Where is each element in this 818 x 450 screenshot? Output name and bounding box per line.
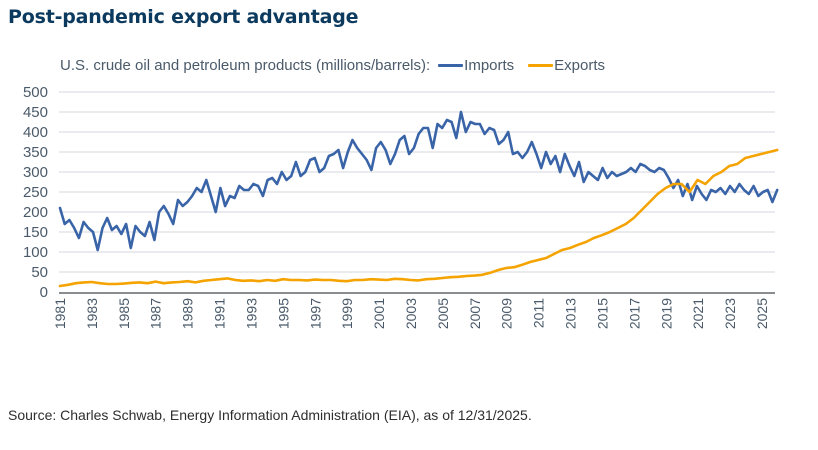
x-tick-label: 2001 (371, 298, 387, 329)
y-tick-label: 450 (23, 104, 48, 121)
x-tick-label: 2017 (626, 298, 642, 329)
series-line-exports (58, 148, 779, 288)
y-tick-label: 200 (23, 204, 48, 221)
series-lines (58, 110, 779, 288)
legend-label-exports: Exports (554, 56, 606, 74)
y-tick-label: 150 (23, 224, 48, 241)
y-tick-label: 100 (23, 244, 48, 261)
legend-swatch-imports (438, 63, 464, 67)
y-tick-label: 250 (23, 184, 48, 201)
legend-label-imports: Imports (464, 56, 515, 74)
chart-title: Post-pandemic export advantage (8, 6, 359, 28)
x-tick-label: 1989 (180, 298, 196, 329)
gridlines (59, 91, 775, 273)
y-axis-ticks: 0 50 100 150 200 250 300 350 400 450 500 (23, 84, 48, 301)
x-tick-label: 1995 (275, 298, 291, 329)
x-tick-label: 1983 (84, 298, 100, 329)
source-note: Source: Charles Schwab, Energy Informati… (8, 407, 532, 423)
y-tick-label: 350 (23, 144, 48, 161)
x-tick-label: 2011 (531, 298, 547, 328)
legend-swatch-exports (528, 63, 554, 67)
x-tick-label: 1991 (212, 298, 228, 329)
y-tick-label: 50 (31, 264, 48, 281)
x-tick-label: 2005 (435, 298, 451, 329)
x-tick-label: 2023 (722, 298, 738, 329)
y-tick-label: 400 (23, 124, 48, 141)
x-tick-label: 2013 (563, 298, 579, 329)
x-tick-label: 1981 (52, 298, 68, 329)
x-tick-label: 2019 (658, 298, 674, 329)
x-tick-label: 2015 (594, 298, 610, 329)
x-tick-label: 2007 (467, 298, 483, 329)
x-tick-label: 1999 (339, 298, 355, 329)
x-tick-label: 1997 (307, 298, 323, 329)
x-tick-label: 2025 (754, 298, 770, 329)
x-tick-label: 1993 (243, 298, 259, 329)
legend-item-imports: Imports (438, 57, 514, 74)
y-tick-label: 300 (23, 164, 48, 181)
y-tick-label: 500 (23, 84, 48, 101)
x-axis-ticks: 1981 1983 1985 1987 1989 1991 1993 1995 1997 1999… (52, 298, 770, 329)
x-tick-label: 1987 (148, 298, 164, 329)
chart-subtitle: U.S. crude oil and petroleum products (m… (60, 56, 431, 74)
y-tick-label: 0 (40, 284, 48, 301)
series-line-imports (58, 110, 779, 252)
x-tick-label: 1985 (116, 298, 132, 329)
chart-subtitle-row: U.S. crude oil and petroleum products (m… (60, 55, 605, 75)
x-tick-label: 2003 (403, 298, 419, 329)
legend-item-exports: Exports (528, 57, 605, 74)
x-tick-label: 2009 (499, 298, 515, 329)
x-tick-label: 2021 (690, 298, 706, 329)
